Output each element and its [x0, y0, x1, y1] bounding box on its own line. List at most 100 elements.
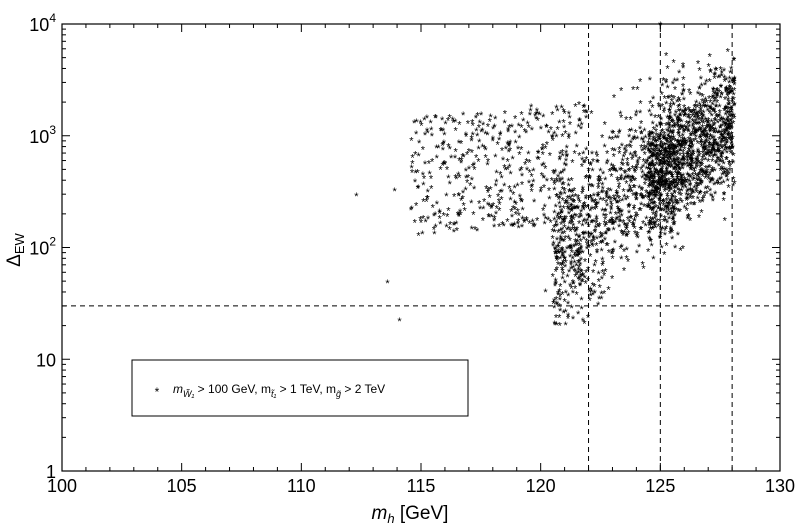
data-point: * [628, 174, 633, 186]
data-point: * [549, 217, 554, 229]
data-point: * [665, 179, 670, 191]
data-point: * [580, 272, 585, 284]
data-point: * [685, 200, 690, 212]
data-point: * [578, 197, 583, 209]
data-point: * [629, 177, 634, 189]
data-point: * [654, 178, 659, 190]
data-point: * [671, 157, 676, 169]
data-point: * [508, 146, 513, 158]
data-point: * [563, 278, 568, 290]
data-point: * [689, 157, 694, 169]
data-point: * [696, 112, 701, 124]
data-point: * [441, 145, 446, 157]
data-point: * [621, 231, 626, 243]
data-point: * [667, 93, 672, 105]
data-point: * [594, 240, 599, 252]
data-point: * [709, 150, 714, 162]
data-point: * [525, 157, 530, 169]
data-point: * [566, 313, 571, 325]
data-point: * [728, 117, 733, 129]
data-point: * [599, 188, 604, 200]
data-point: * [688, 155, 693, 167]
data-point: * [556, 172, 561, 184]
data-point: * [433, 222, 438, 234]
data-point: * [684, 139, 689, 151]
data-point: * [568, 242, 573, 254]
data-point: * [569, 258, 574, 270]
data-point: * [649, 220, 654, 232]
data-point: * [579, 268, 584, 280]
data-point: * [558, 175, 563, 187]
x-tick-label: 125 [645, 476, 675, 496]
data-point: * [617, 217, 622, 229]
data-point: * [661, 176, 666, 188]
data-point: * [481, 204, 486, 216]
data-point: * [692, 200, 697, 212]
data-point: * [421, 145, 426, 157]
data-point: * [534, 110, 539, 122]
data-point: * [472, 160, 477, 172]
data-point: * [690, 158, 695, 170]
data-point: * [584, 267, 589, 279]
data-point: * [496, 191, 501, 203]
data-point: * [638, 225, 643, 237]
data-point: * [698, 102, 703, 114]
data-point: * [724, 86, 729, 98]
data-point: * [443, 119, 448, 131]
data-point: * [624, 195, 629, 207]
data-point: * [625, 156, 630, 168]
data-point: * [678, 165, 683, 177]
data-point: * [662, 105, 667, 117]
data-point: * [724, 84, 729, 96]
data-point: * [598, 239, 603, 251]
data-point: * [561, 270, 566, 282]
data-point: * [625, 220, 630, 232]
data-point: * [671, 122, 676, 134]
data-point: * [570, 192, 575, 204]
data-point: * [677, 117, 682, 129]
data-point: * [558, 177, 563, 189]
data-point: * [704, 151, 709, 163]
data-point: * [659, 191, 664, 203]
data-point: * [650, 159, 655, 171]
data-point: * [663, 178, 668, 190]
data-point: * [677, 206, 682, 218]
data-point: * [649, 217, 654, 229]
data-point: * [659, 139, 664, 151]
data-point: * [679, 176, 684, 188]
data-point: * [721, 149, 726, 161]
data-point: * [561, 216, 566, 228]
data-point: * [674, 183, 679, 195]
data-point: * [721, 126, 726, 138]
data-point: * [545, 176, 550, 188]
data-point: * [557, 155, 562, 167]
data-point: * [471, 210, 476, 222]
data-point: * [727, 121, 732, 133]
data-point: * [707, 171, 712, 183]
data-point: * [666, 202, 671, 214]
data-point: * [505, 139, 510, 151]
data-point: * [564, 213, 569, 225]
data-point: * [494, 177, 499, 189]
data-point: * [597, 269, 602, 281]
data-point: * [688, 173, 693, 185]
data-point: * [683, 110, 688, 122]
data-point: * [685, 150, 690, 162]
data-point: * [676, 118, 681, 130]
data-point: * [677, 68, 682, 80]
data-point: * [561, 308, 566, 320]
data-point: * [697, 213, 702, 225]
data-point: * [475, 226, 480, 238]
data-point: * [666, 143, 671, 155]
data-point: * [587, 242, 592, 254]
data-point: * [632, 203, 637, 215]
data-point: * [718, 157, 723, 169]
data-point: * [519, 195, 524, 207]
data-point: * [651, 136, 656, 148]
data-point: * [610, 247, 615, 259]
data-point: * [592, 261, 597, 273]
data-point: * [689, 131, 694, 143]
data-point: * [689, 151, 694, 163]
data-point: * [671, 133, 676, 145]
data-point: * [665, 137, 670, 149]
